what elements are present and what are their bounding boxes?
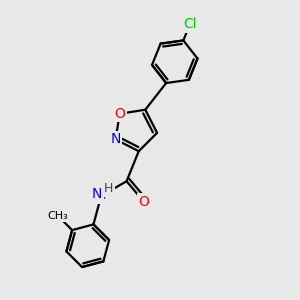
Text: O: O [138,194,149,208]
Text: CH₃: CH₃ [47,211,68,220]
Text: H: H [104,182,113,195]
Text: N: N [92,187,102,201]
Text: Cl: Cl [183,17,197,31]
Text: N: N [110,132,121,146]
Text: O: O [114,107,125,121]
Text: H: H [96,190,106,202]
